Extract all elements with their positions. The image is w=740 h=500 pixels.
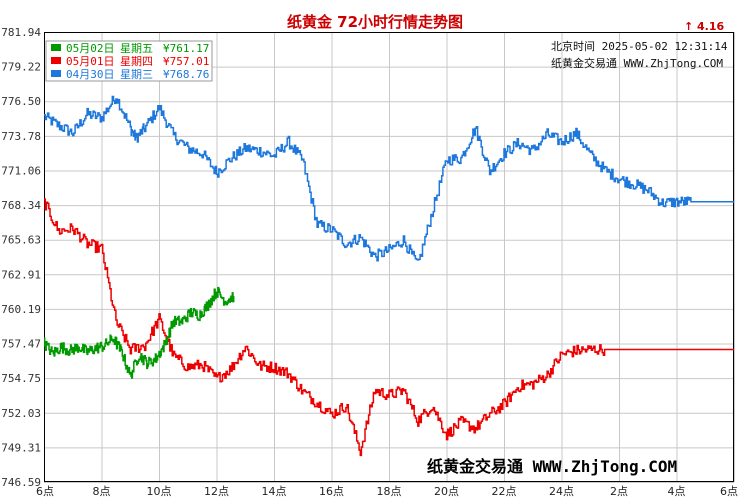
- legend-price-0430: ¥768.76: [163, 68, 209, 81]
- legend-swatch-0430: [51, 70, 61, 77]
- y-tick-label: 762.91: [1, 268, 41, 281]
- y-tick-label: 760.19: [1, 303, 41, 316]
- series-line-0430: [44, 95, 734, 262]
- y-tick-label: 746.59: [1, 476, 41, 489]
- series-layer: [43, 95, 734, 457]
- x-axis-ticks: 6点 8点 10点 12点 14点 16点 18点 20点 22点 24点 2点 4点 6点: [36, 485, 738, 498]
- y-tick-label: 776.50: [1, 95, 41, 108]
- legend-weekday-0502: 星期五: [120, 42, 153, 55]
- y-tick-label: 781.94: [1, 26, 41, 39]
- legend-swatch-0501: [51, 57, 61, 64]
- x-tick-label: 6点: [36, 485, 54, 498]
- x-tick-label: 6点: [720, 485, 738, 498]
- legend-box: [45, 40, 213, 82]
- site-label: 纸黄金交易通 WWW.ZhjTong.COM: [551, 56, 723, 70]
- y-axis-ticks: 781.94 779.22 776.50 773.78 771.06 768.34 765.…: [1, 26, 41, 489]
- y-tick-label: 754.75: [1, 372, 41, 385]
- chart-title: 纸黄金 72小时行情走势图: [287, 13, 463, 31]
- y-tick-label: 765.63: [1, 234, 41, 247]
- x-tick-label: 8点: [93, 485, 111, 498]
- y-tick-label: 757.47: [1, 338, 41, 351]
- watermark: 纸黄金交易通 WWW.ZhjTong.COM: [427, 457, 677, 476]
- x-tick-label: 12点: [204, 485, 229, 498]
- legend: 05月02日 星期五 ¥761.17 05月01日 星期四 ¥757.01 04…: [45, 40, 213, 82]
- y-tick-label: 752.03: [1, 407, 41, 420]
- series-line-0502: [43, 286, 235, 379]
- series-line-0501: [44, 198, 734, 457]
- y-tick-label: 768.34: [1, 199, 41, 212]
- x-tick-label: 16点: [319, 485, 344, 498]
- y-tick-label: 749.31: [1, 441, 41, 454]
- x-tick-label: 18点: [377, 485, 402, 498]
- change-value: 4.16: [697, 20, 724, 33]
- legend-item-0430: 04月30日 星期三 ¥768.76: [51, 68, 209, 81]
- legend-price-0501: ¥757.01: [163, 55, 209, 68]
- x-tick-label: 2点: [610, 485, 628, 498]
- plot-frame: [44, 32, 734, 482]
- change-indicator: ↑ 4.16: [684, 20, 724, 33]
- legend-swatch-0502: [51, 44, 61, 51]
- x-tick-label: 22点: [492, 485, 517, 498]
- y-tick-label: 771.06: [1, 164, 41, 177]
- legend-date-0430: 04月30日: [66, 68, 115, 81]
- x-tick-label: 20点: [434, 485, 459, 498]
- x-tick-label: 24点: [549, 485, 574, 498]
- legend-date-0501: 05月01日: [66, 55, 115, 68]
- change-arrow-icon: ↑: [684, 20, 693, 33]
- x-tick-label: 4点: [668, 485, 686, 498]
- legend-weekday-0501: 星期四: [120, 55, 153, 68]
- x-tick-label: 14点: [262, 485, 287, 498]
- legend-item-0501: 05月01日 星期四 ¥757.01: [51, 55, 209, 68]
- legend-weekday-0430: 星期三: [120, 68, 153, 81]
- x-tick-label: 10点: [147, 485, 172, 498]
- y-tick-label: 779.22: [1, 61, 41, 74]
- legend-date-0502: 05月02日: [66, 42, 115, 55]
- y-tick-label: 773.78: [1, 130, 41, 143]
- beijing-time-label: 北京时间 2025-05-02 12:31:14: [551, 39, 728, 53]
- legend-item-0502: 05月02日 星期五 ¥761.17: [51, 42, 209, 55]
- legend-price-0502: ¥761.17: [163, 42, 209, 55]
